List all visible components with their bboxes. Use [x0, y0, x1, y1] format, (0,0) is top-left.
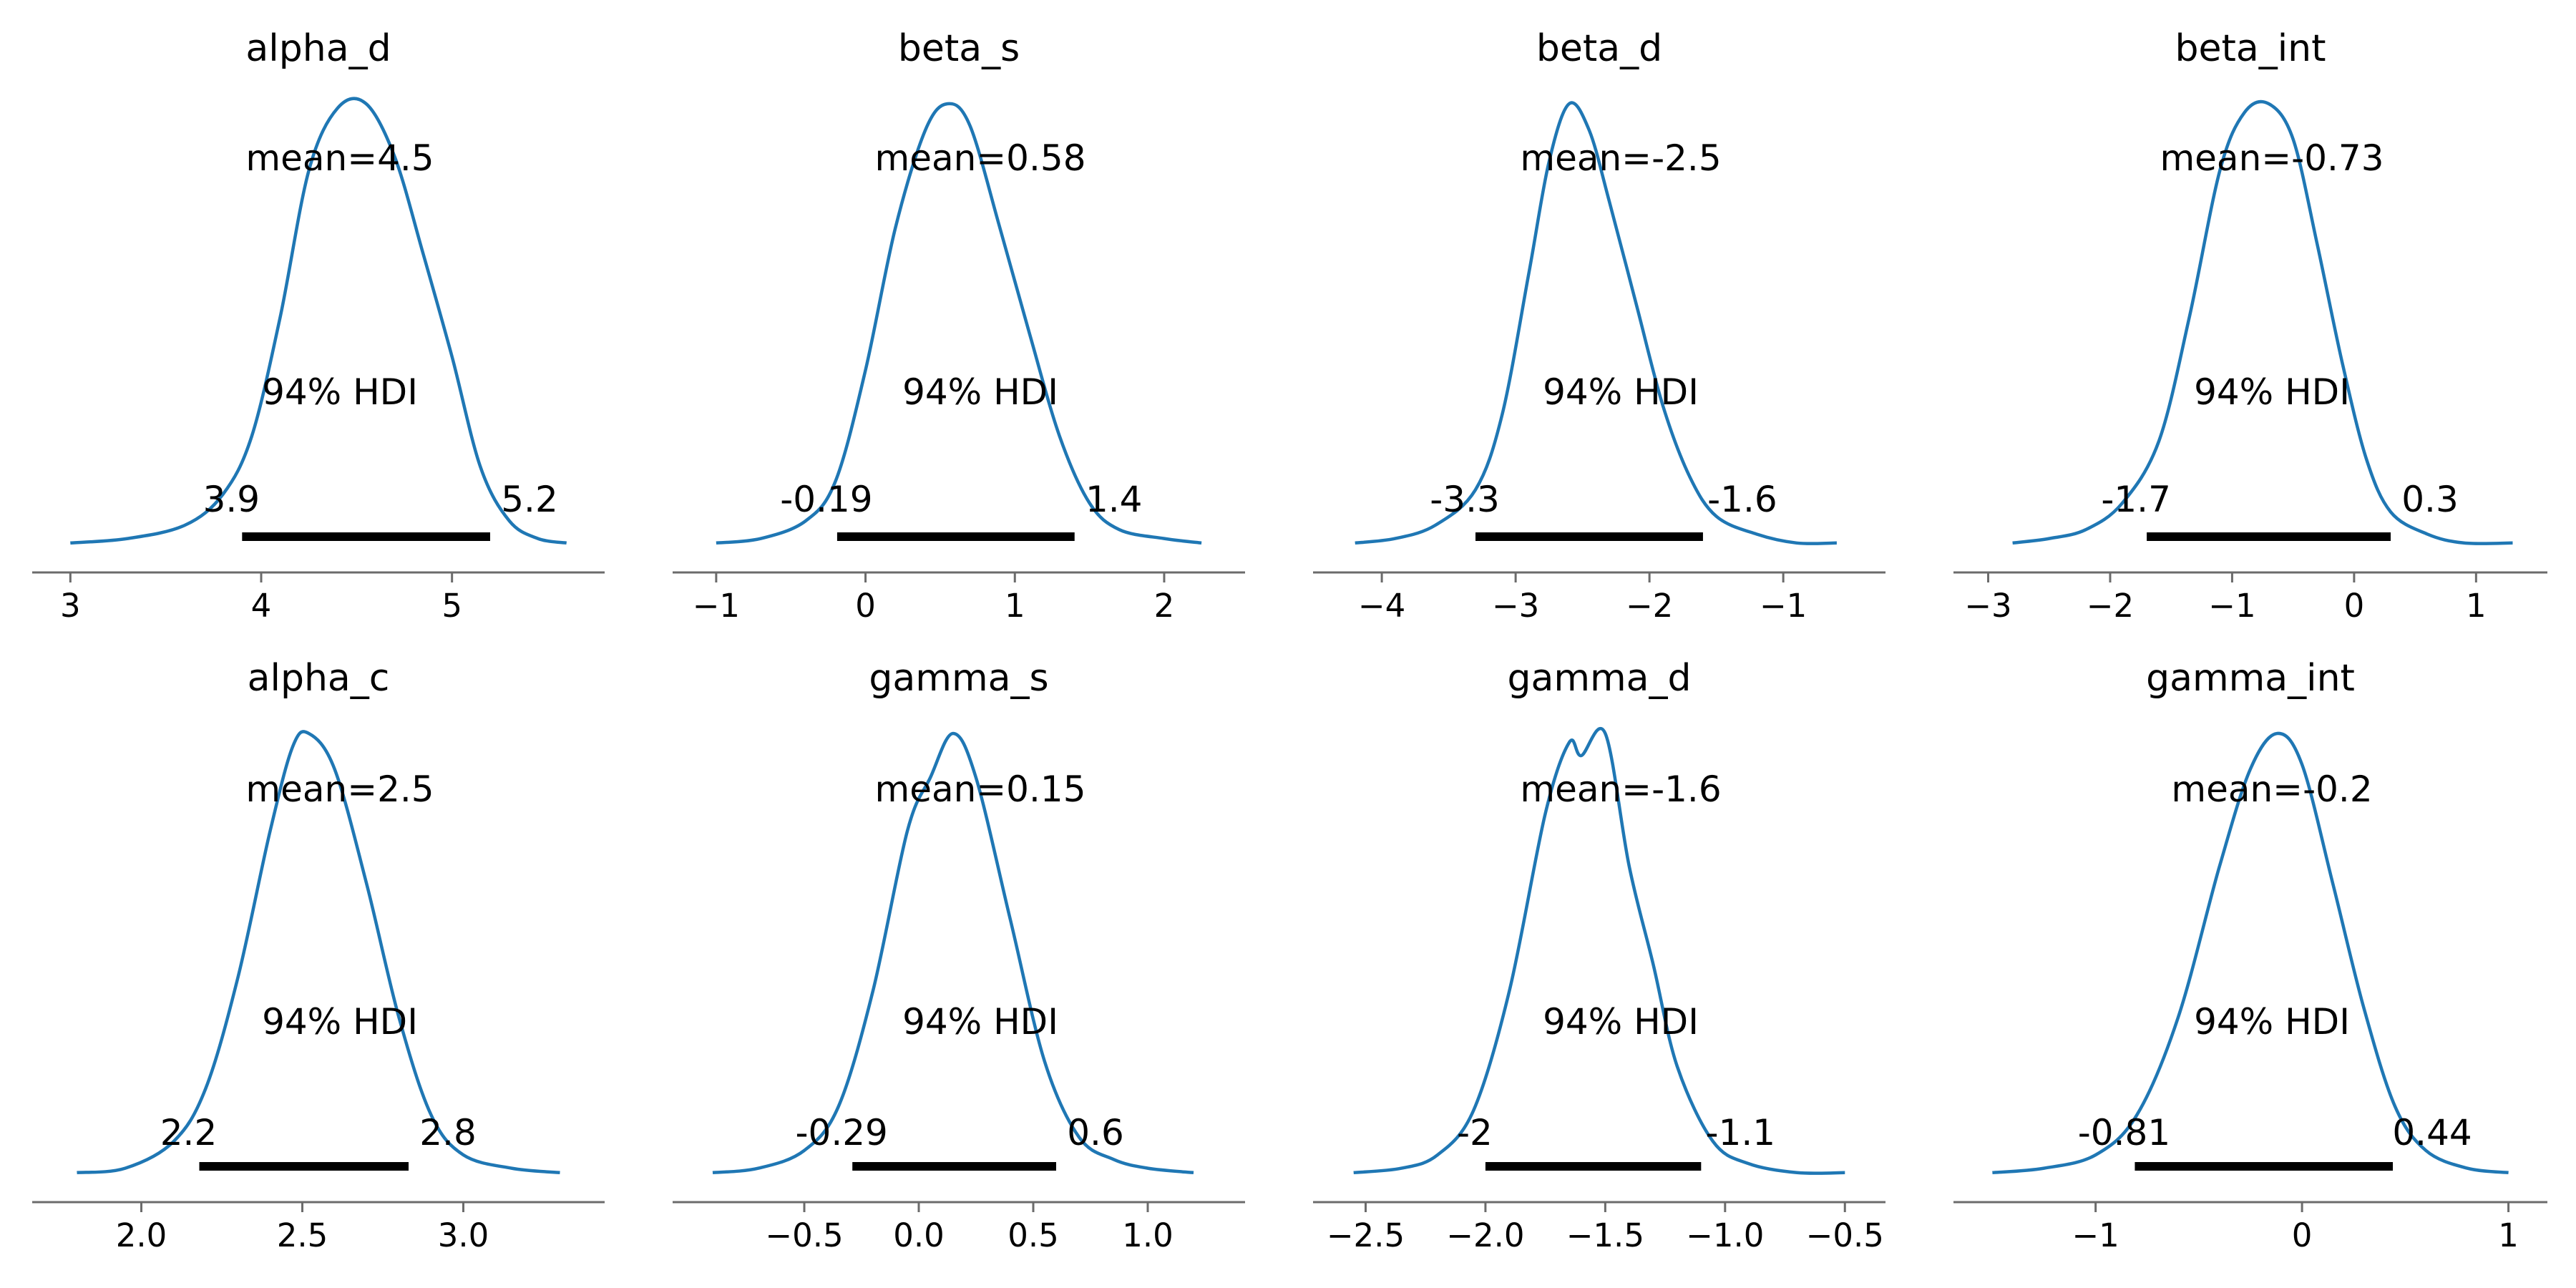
panel-title: gamma_d [1507, 657, 1691, 700]
hdi-label: 94% HDI [1543, 1001, 1699, 1043]
x-tick-label: 3 [60, 587, 81, 625]
hdi-high-label: 0.6 [1067, 1112, 1124, 1153]
x-tick-label: −2.0 [1446, 1216, 1524, 1254]
hdi-low-label: 3.9 [203, 479, 260, 520]
mean-label: mean=-1.6 [1520, 769, 1721, 810]
x-tick-label: 1.0 [1122, 1216, 1174, 1254]
hdi-high-label: -1.6 [1707, 479, 1777, 520]
panel-title: gamma_s [869, 657, 1048, 700]
mean-label: mean=-0.73 [2160, 137, 2384, 179]
x-tick-label: 0 [855, 587, 876, 625]
hdi-high-label: 1.4 [1085, 479, 1143, 520]
panel-beta_d: −4 −3 −2 −1 beta_d mean=-2.5 94% HDI -3.3 -1.6 [1313, 27, 1885, 625]
x-tick-label: 2.5 [277, 1216, 328, 1254]
panel-title: beta_d [1536, 27, 1662, 70]
x-tick-label: −0.5 [765, 1216, 843, 1254]
panel-gamma_d: −2.5 −2.0 −1.5 −1.0 −0.5 gamma_d mean=-1.6 94% … [1313, 657, 1885, 1254]
x-tick-label: −1.0 [1686, 1216, 1764, 1254]
hdi-high-label: 2.8 [419, 1112, 477, 1153]
x-tick-label: −3 [1492, 587, 1539, 625]
x-tick-label: 1 [1005, 587, 1025, 625]
panel-gamma_int: −1 0 1 gamma_int mean=-0.2 94% HDI -0.81 0.44 [1953, 657, 2547, 1254]
x-tick-label: −1 [2072, 1216, 2119, 1254]
x-tick-label: 2 [1154, 587, 1175, 625]
panel-title: gamma_int [2146, 657, 2355, 700]
x-tick-label: −0.5 [1806, 1216, 1884, 1254]
x-tick-label: −4 [1358, 587, 1405, 625]
hdi-low-label: -0.81 [2078, 1112, 2170, 1153]
hdi-high-label: -1.1 [1706, 1112, 1776, 1153]
panel-alpha_c: 2.0 2.5 3.0 alpha_c mean=2.5 94% HDI 2.2 2.8 [32, 657, 605, 1254]
mean-label: mean=2.5 [245, 769, 434, 810]
hdi-label: 94% HDI [1543, 371, 1699, 413]
x-tick-label: 4 [251, 587, 272, 625]
hdi-high-label: 0.44 [2392, 1112, 2472, 1153]
x-tick-label: 1 [2466, 587, 2487, 625]
x-tick-label: −1 [693, 587, 740, 625]
hdi-label: 94% HDI [2194, 1001, 2350, 1043]
mean-label: mean=-0.2 [2171, 769, 2372, 810]
x-tick-label: −3 [1964, 587, 2011, 625]
hdi-label: 94% HDI [262, 1001, 418, 1043]
hdi-low-label: -2 [1457, 1112, 1493, 1153]
x-tick-label: −1.5 [1566, 1216, 1644, 1254]
hdi-label: 94% HDI [902, 1001, 1058, 1043]
x-tick-label: 2.0 [116, 1216, 167, 1254]
density-curve [1355, 101, 1837, 545]
x-tick-label: 0.0 [893, 1216, 945, 1254]
hdi-low-label: 2.2 [160, 1112, 218, 1153]
panel-beta_s: −1 0 1 2 beta_s mean=0.58 94% HDI -0.19 1.4 [673, 27, 1245, 625]
x-tick-label: −1 [1760, 587, 1807, 625]
panel-beta_int: −3 −2 −1 0 1 beta_int mean=-0.73 94% HDI -1.7 0.3 [1953, 27, 2547, 625]
x-tick-label: −2.5 [1327, 1216, 1405, 1254]
mean-label: mean=0.58 [874, 137, 1085, 179]
x-tick-label: −2 [2087, 587, 2134, 625]
x-tick-label: 5 [441, 587, 462, 625]
density-curve [1353, 726, 1845, 1175]
panel-title: beta_s [898, 27, 1020, 70]
panel-gamma_s: −0.5 0.0 0.5 1.0 gamma_s mean=0.15 94% HDI -0.2… [673, 657, 1245, 1254]
hdi-low-label: -1.7 [2101, 479, 2171, 520]
mean-label: mean=4.5 [245, 137, 434, 179]
density-curve [70, 97, 567, 545]
panel-title: alpha_d [245, 27, 391, 70]
x-tick-label: −2 [1626, 587, 1673, 625]
density-curve [77, 730, 560, 1175]
x-tick-label: −1 [2208, 587, 2255, 625]
x-tick-label: 0 [2344, 587, 2365, 625]
x-tick-label: 0.5 [1008, 1216, 1059, 1254]
mean-label: mean=-2.5 [1520, 137, 1721, 179]
panel-alpha_d: 3 4 5 alpha_d mean=4.5 94% HDI 3.9 5.2 [32, 27, 605, 625]
hdi-label: 94% HDI [2194, 371, 2350, 413]
x-tick-label: 0 [2292, 1216, 2313, 1254]
hdi-low-label: -0.29 [796, 1112, 888, 1153]
hdi-low-label: -3.3 [1430, 479, 1500, 520]
hdi-low-label: -0.19 [780, 479, 872, 520]
hdi-label: 94% HDI [902, 371, 1058, 413]
hdi-high-label: 5.2 [501, 479, 558, 520]
mean-label: mean=0.15 [874, 769, 1085, 810]
x-tick-label: 3.0 [438, 1216, 489, 1254]
density-curve [1992, 731, 2509, 1175]
panel-title: beta_int [2175, 27, 2326, 70]
density-curve [2012, 99, 2513, 545]
density-curve [712, 731, 1194, 1175]
x-tick-label: 1 [2498, 1216, 2519, 1254]
hdi-label: 94% HDI [262, 371, 418, 413]
density-curve [716, 102, 1202, 545]
panel-title: alpha_c [248, 657, 390, 700]
hdi-high-label: 0.3 [2401, 479, 2459, 520]
